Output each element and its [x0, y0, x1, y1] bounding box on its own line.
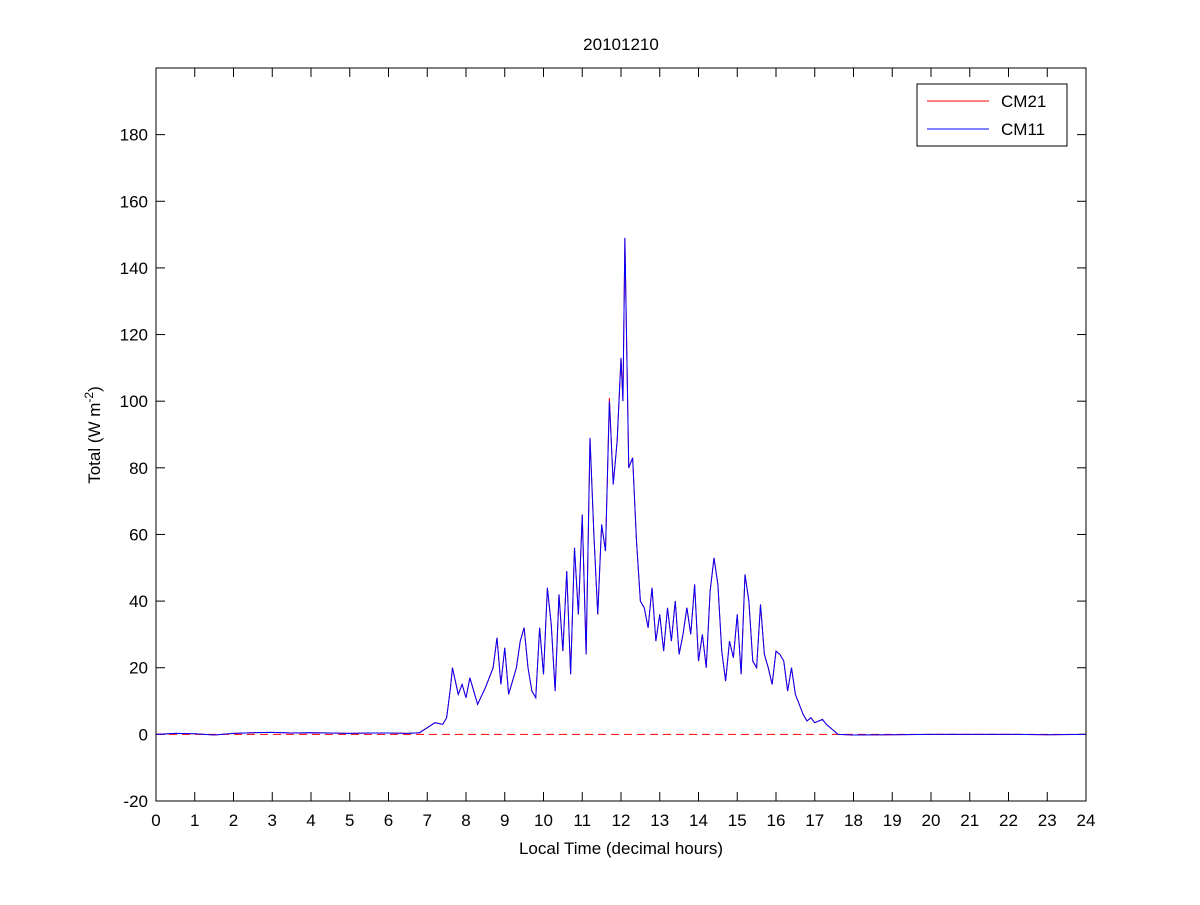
- x-tick-label: 10: [534, 811, 553, 830]
- x-tick-label: 0: [151, 811, 160, 830]
- y-label-text: Total (W m: [85, 403, 104, 484]
- x-tick-label: 9: [500, 811, 509, 830]
- x-tick-label: 19: [883, 811, 902, 830]
- x-tick-label: 18: [844, 811, 863, 830]
- y-label-sup: -2: [82, 392, 96, 403]
- x-tick-label: 6: [384, 811, 393, 830]
- y-tick-label: 20: [129, 659, 148, 678]
- x-tick-label: 22: [999, 811, 1018, 830]
- x-tick-label: 16: [767, 811, 786, 830]
- x-tick-label: 21: [960, 811, 979, 830]
- legend-label: CM11: [1001, 120, 1045, 139]
- x-tick-label: 5: [345, 811, 354, 830]
- x-tick-label: 12: [612, 811, 631, 830]
- x-tick-label: 24: [1077, 811, 1096, 830]
- y-tick-label: 40: [129, 592, 148, 611]
- y-axis-label: Total (W m-2): [82, 386, 104, 484]
- y-tick-label: -20: [123, 792, 148, 811]
- y-tick-label: 140: [120, 259, 148, 278]
- x-tick-label: 20: [922, 811, 941, 830]
- x-tick-label: 13: [650, 811, 669, 830]
- x-tick-label: 11: [573, 811, 591, 830]
- x-tick-label: 4: [306, 811, 315, 830]
- y-tick-label: 0: [139, 725, 148, 744]
- x-tick-label: 15: [728, 811, 747, 830]
- plot-frame: [155, 67, 1087, 802]
- y-label-end: ): [85, 386, 104, 392]
- x-tick-label: 7: [423, 811, 432, 830]
- legend-label: CM21: [1001, 92, 1046, 111]
- y-tick-label: 80: [129, 459, 148, 478]
- data-line: [155, 237, 1087, 736]
- legend-box: [916, 83, 1068, 147]
- x-tick-label: 23: [1038, 811, 1057, 830]
- y-tick-label: 100: [120, 392, 148, 411]
- x-tick-label: 14: [689, 811, 708, 830]
- y-tick-label: 60: [129, 525, 148, 544]
- y-tick-label: 160: [120, 192, 148, 211]
- x-axis-label: Local Time (decimal hours): [519, 839, 723, 858]
- x-tick-label: 3: [268, 811, 277, 830]
- x-tick-label: 1: [190, 811, 199, 830]
- y-tick-label: 120: [120, 326, 148, 345]
- x-tick-label: 8: [461, 811, 470, 830]
- x-tick-label: 17: [805, 811, 824, 830]
- y-tick-label: 180: [120, 126, 148, 145]
- x-tick-label: 2: [229, 811, 238, 830]
- chart-title: 20101210: [583, 35, 659, 54]
